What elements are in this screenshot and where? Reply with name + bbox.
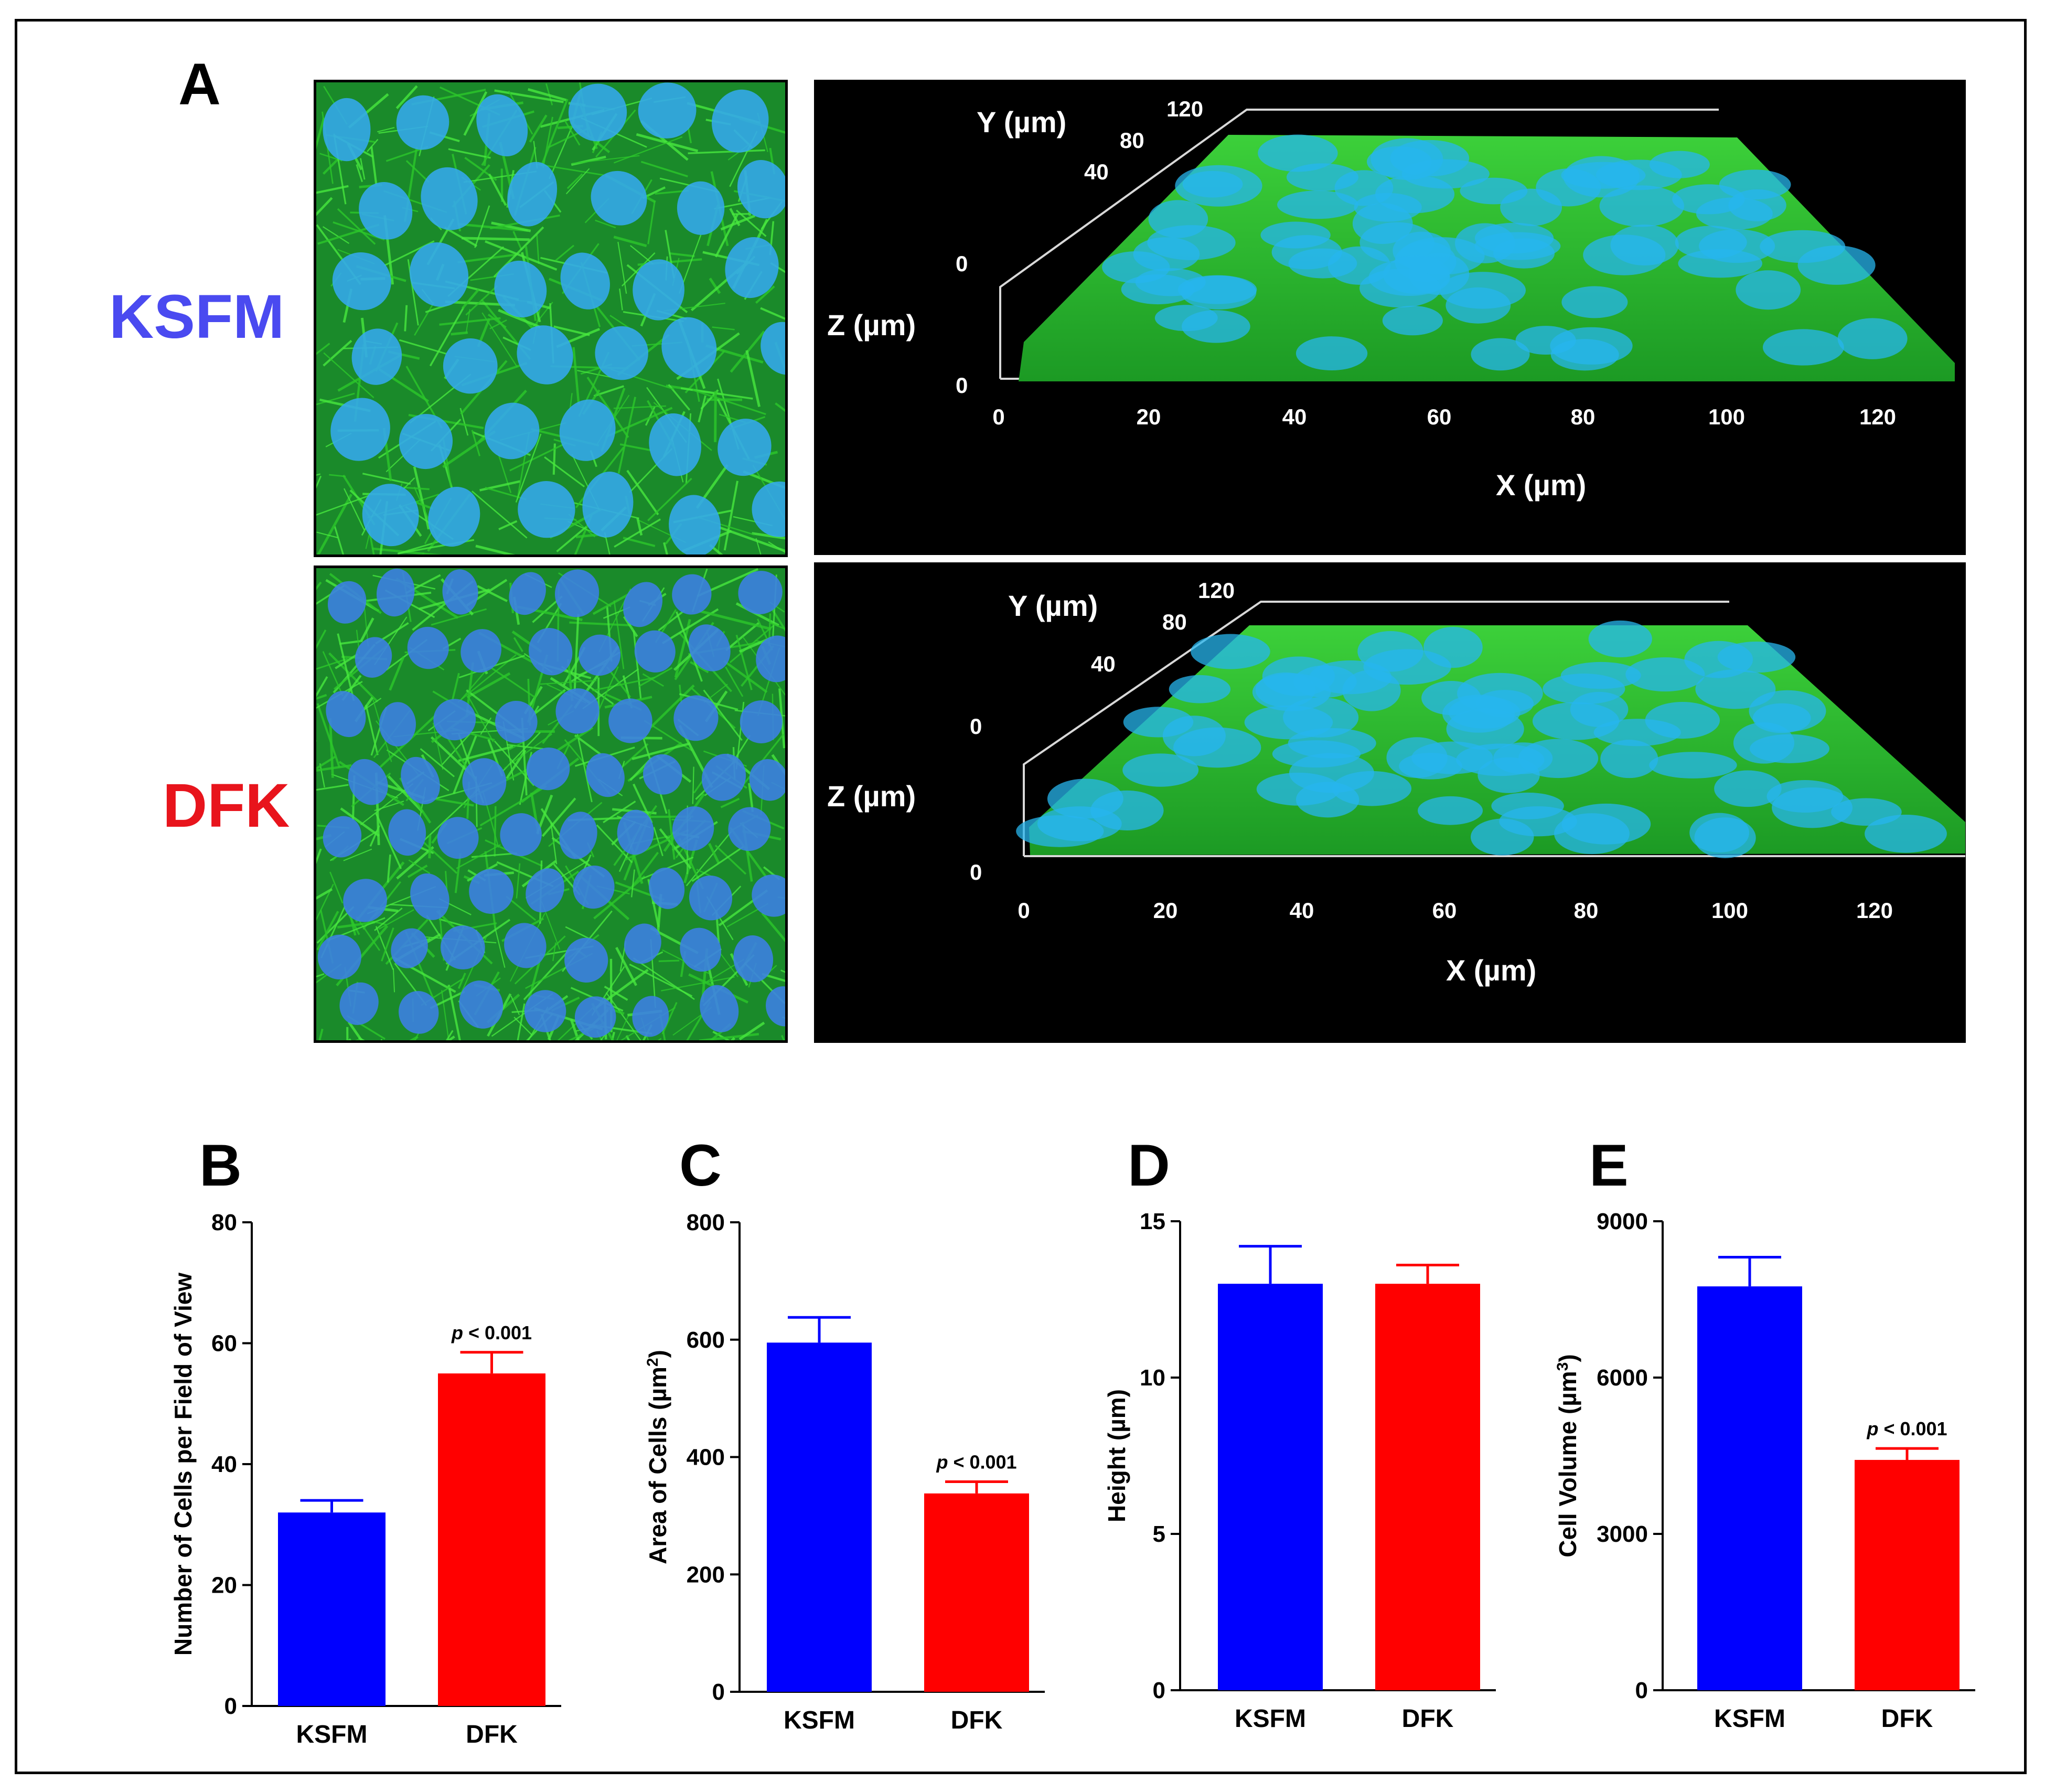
panel-letter: C bbox=[679, 1133, 722, 1198]
confocal-image-dfk bbox=[314, 566, 788, 1043]
y-tick-label: 200 bbox=[687, 1562, 725, 1587]
category-label: DFK bbox=[951, 1706, 1003, 1734]
slab-nuclei bbox=[1016, 620, 1947, 858]
y-tick-label: 800 bbox=[687, 1210, 725, 1235]
y-tick: 80 bbox=[1162, 610, 1187, 634]
category-label: KSFM bbox=[296, 1721, 368, 1748]
row-label-dfk: DFK bbox=[163, 771, 290, 840]
category-label: KSFM bbox=[784, 1706, 855, 1734]
y-tick: 120 bbox=[1166, 97, 1203, 121]
x-tick: 120 bbox=[1859, 404, 1896, 429]
x-tick: 120 bbox=[1856, 898, 1893, 923]
y-tick-label: 6000 bbox=[1597, 1365, 1648, 1391]
panel-letter: E bbox=[1589, 1133, 1629, 1198]
y-tick-label: 15 bbox=[1140, 1209, 1165, 1234]
render3d-ksfm: Y (µm) 40 80 120 0 Z (µm) 0 0 20 40 60 8… bbox=[814, 80, 1966, 555]
bar-dfk bbox=[924, 1493, 1029, 1692]
y-axis-label: Y (µm) bbox=[977, 105, 1066, 138]
x-axis-label: X (µm) bbox=[1496, 468, 1586, 502]
bar-dfk bbox=[1375, 1284, 1480, 1690]
x-tick: 60 bbox=[1427, 404, 1452, 429]
y-axis-label: Height (µm) bbox=[1103, 1389, 1130, 1522]
p-value-annotation: p < 0.001 bbox=[936, 1451, 1016, 1473]
category-label: DFK bbox=[1402, 1705, 1454, 1733]
y-axis-label: Number of Cells per Field of View bbox=[169, 1273, 197, 1656]
x-tick: 0 bbox=[992, 404, 1004, 429]
x-tick: 20 bbox=[1137, 404, 1161, 429]
y-tick-label: 80 bbox=[211, 1210, 237, 1235]
y-tick-label: 3000 bbox=[1597, 1521, 1648, 1547]
y-axis-label: Y (µm) bbox=[1008, 589, 1098, 622]
confocal-image-ksfm bbox=[314, 80, 788, 557]
y-axis-label: Area of Cells (µm2) bbox=[644, 1350, 672, 1564]
y-tick-label: 0 bbox=[224, 1693, 237, 1719]
bar-chart-d: D 0 5 10 15 Height (µm) KSFM DFK bbox=[1103, 1133, 1496, 1733]
x-tick: 40 bbox=[1282, 404, 1307, 429]
bar-ksfm bbox=[1697, 1286, 1802, 1690]
x-tick: 100 bbox=[1711, 898, 1748, 923]
x-tick: 60 bbox=[1432, 898, 1457, 923]
panel-letter: D bbox=[1128, 1133, 1170, 1198]
z-tick: 0 bbox=[956, 251, 968, 276]
p-value-annotation: p < 0.001 bbox=[1866, 1418, 1947, 1439]
render-bounding-box bbox=[1023, 601, 1729, 856]
panel-letter: B bbox=[199, 1133, 242, 1198]
figure-frame bbox=[15, 19, 2027, 1774]
slab-nuclei bbox=[1102, 134, 1908, 371]
y-tick: 80 bbox=[1120, 128, 1144, 153]
bar-ksfm bbox=[1218, 1284, 1323, 1690]
y-tick: 120 bbox=[1198, 578, 1235, 603]
x-tick: 80 bbox=[1574, 898, 1599, 923]
category-label: KSFM bbox=[1714, 1705, 1785, 1733]
x-tick: 100 bbox=[1708, 404, 1745, 429]
p-value-annotation: p < 0.001 bbox=[451, 1322, 532, 1343]
panel-a-label: A bbox=[178, 51, 221, 117]
y-tick-label: 400 bbox=[687, 1445, 725, 1470]
y-tick-label: 60 bbox=[211, 1331, 237, 1357]
bar-dfk bbox=[1855, 1459, 1960, 1690]
x-tick: 20 bbox=[1153, 898, 1178, 923]
x-axis-label: X (µm) bbox=[1446, 954, 1536, 987]
y-tick: 40 bbox=[1084, 159, 1109, 184]
bar-chart-e: E 0 3000 6000 9000 Cell Volume (µm3) KSFM DFK p … bbox=[1554, 1133, 1975, 1733]
y-tick-label: 9000 bbox=[1597, 1209, 1648, 1234]
bar-chart-b: B 0 20 40 60 80 Number of Cells per Field of V… bbox=[169, 1133, 561, 1748]
z-tick: 0 bbox=[970, 860, 982, 884]
nuclei bbox=[317, 568, 785, 1038]
y-tick-label: 10 bbox=[1140, 1365, 1165, 1391]
y-tick-label: 20 bbox=[211, 1573, 237, 1598]
render-bounding-box bbox=[999, 109, 1719, 379]
y-axis-label: Cell Volume (µm3) bbox=[1554, 1354, 1582, 1557]
category-label: DFK bbox=[1881, 1705, 1933, 1733]
nuclei bbox=[323, 82, 785, 554]
y-tick-label: 0 bbox=[712, 1679, 725, 1705]
category-label: KSFM bbox=[1235, 1705, 1306, 1733]
row-label-ksfm: KSFM bbox=[109, 282, 285, 351]
y-tick: 40 bbox=[1091, 652, 1116, 676]
x-tick: 80 bbox=[1571, 404, 1596, 429]
z-axis-label: Z (µm) bbox=[827, 780, 916, 813]
bar-dfk bbox=[438, 1373, 545, 1706]
y-tick-label: 600 bbox=[687, 1327, 725, 1353]
z-axis-label: Z (µm) bbox=[827, 308, 916, 342]
y-tick-label: 5 bbox=[1153, 1521, 1165, 1547]
z-tick: 0 bbox=[956, 373, 968, 398]
y-tick-label: 40 bbox=[211, 1452, 237, 1477]
z-tick: 0 bbox=[970, 714, 982, 739]
y-tick-label: 0 bbox=[1153, 1678, 1165, 1703]
render3d-dfk: Y (µm) 40 80 120 0 Z (µm) 0 0 20 40 60 8… bbox=[814, 562, 1966, 1043]
bar-chart-c: C 0 200 400 600 800 Area of Cells (µm2) KSFM DFK… bbox=[644, 1133, 1045, 1734]
category-label: DFK bbox=[466, 1721, 518, 1748]
bar-ksfm bbox=[278, 1512, 386, 1706]
bar-ksfm bbox=[767, 1342, 872, 1692]
y-tick-label: 0 bbox=[1635, 1678, 1648, 1703]
x-tick: 0 bbox=[1018, 898, 1030, 923]
x-tick: 40 bbox=[1290, 898, 1314, 923]
